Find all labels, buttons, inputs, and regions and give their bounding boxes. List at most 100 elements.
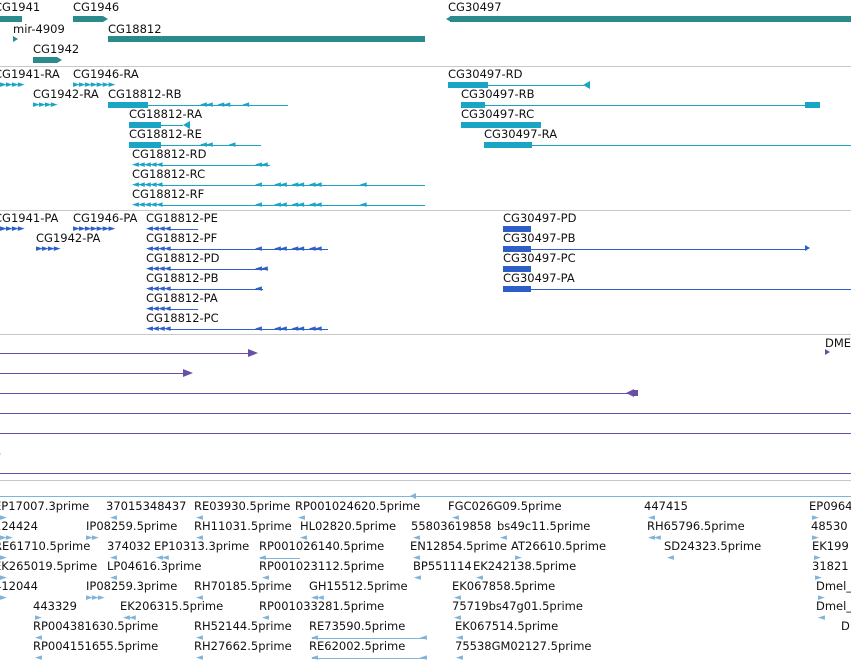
est-feature[interactable]: ◄ (262, 613, 269, 623)
protein-feature[interactable] (503, 226, 531, 232)
purple-feature-line[interactable] (0, 373, 185, 374)
gene-bar-cg1941[interactable] (0, 16, 22, 22)
est-label[interactable]: 55803619858 (411, 519, 492, 533)
est-label[interactable]: 412044 (0, 579, 38, 593)
transcript-feature[interactable] (129, 122, 161, 128)
est-label[interactable]: RP001024620.5prime (295, 499, 421, 513)
transcript-feature[interactable] (129, 142, 161, 148)
transcript-feature[interactable] (448, 82, 488, 88)
est-label[interactable]: EP17007.3prime (0, 499, 90, 513)
est-label[interactable]: Dmel_ (816, 599, 851, 613)
purple-label-dme[interactable]: DME (825, 336, 851, 350)
est-label[interactable]: 447415 (644, 499, 688, 513)
transcript-feature[interactable]: ◄◄◄◄◄ (132, 180, 163, 190)
protein-label[interactable]: CG18812-PF (146, 231, 218, 245)
protein-label[interactable]: CG18812-PE (146, 211, 218, 225)
transcript-label[interactable]: CG30497-RB (461, 87, 535, 101)
est-label[interactable]: 124424 (0, 519, 38, 533)
est-label[interactable]: RH27662.5prime (194, 639, 292, 653)
est-label[interactable]: 31821 (812, 559, 849, 573)
transcript-feature[interactable]: ►►►►►►► (73, 80, 115, 90)
est-feature[interactable]: ◄ (110, 573, 117, 583)
protein-label[interactable]: CG30497-PD (503, 211, 577, 225)
est-feature[interactable]: ► (0, 553, 7, 563)
est-feature[interactable]: ►► (0, 533, 13, 543)
protein-feature[interactable]: ◄◄◄◄ (146, 264, 171, 274)
transcript-label[interactable]: CG1941-RA (0, 67, 60, 81)
est-label[interactable]: IP08259.5prime (86, 519, 178, 533)
gene-bar-cg1942[interactable] (33, 57, 57, 63)
est-feature[interactable]: ◄ (196, 653, 203, 662)
est-feature[interactable]: ◄ (667, 553, 674, 563)
est-label[interactable]: RE62002.5prime (309, 639, 406, 653)
est-label[interactable]: RP001033281.5prime (259, 599, 385, 613)
est-label[interactable]: BP551114 (413, 559, 472, 573)
transcript-label[interactable]: CG18812-RD (132, 147, 207, 161)
gene-label-cg1946[interactable]: CG1946 (73, 0, 120, 14)
protein-label[interactable]: CG18812-PA (146, 291, 218, 305)
est-feature[interactable]: ► (812, 513, 819, 523)
protein-label[interactable]: CG18812-PD (146, 251, 220, 265)
transcript-feature[interactable] (805, 102, 820, 108)
est-feature[interactable]: ◄◄ (311, 593, 324, 603)
protein-feature[interactable] (503, 246, 531, 252)
est-label[interactable]: Dmel_ (816, 579, 851, 593)
est-feature[interactable]: ◄ (259, 553, 266, 563)
protein-label[interactable]: CG1941-PA (0, 211, 59, 225)
est-feature[interactable]: ► (0, 573, 7, 583)
protein-label[interactable]: CG30497-PA (503, 271, 575, 285)
est-feature[interactable]: ◄ (414, 573, 421, 583)
purple-feature[interactable] (632, 390, 638, 396)
est-label[interactable]: IP08259.3prime (86, 579, 178, 593)
est-feature[interactable]: ◄ (413, 533, 420, 543)
transcript-feature[interactable] (461, 102, 485, 108)
est-label[interactable]: RH65796.5prime (647, 519, 745, 533)
purple-feature-line[interactable] (0, 353, 250, 354)
est-label[interactable]: EK206315.5prime (120, 599, 224, 613)
est-feature[interactable]: ◄ (420, 653, 427, 662)
est-feature[interactable]: ◄ (196, 593, 203, 603)
est-label[interactable]: RE03930.5prime (194, 499, 291, 513)
transcript-label[interactable]: CG18812-RC (132, 167, 206, 181)
protein-feature[interactable] (503, 266, 531, 272)
gene-label-cg1942[interactable]: CG1942 (33, 42, 80, 56)
est-feature[interactable]: ◄ (110, 513, 117, 523)
est-feature[interactable]: ► (0, 513, 7, 523)
est-label[interactable]: 374032 (107, 539, 151, 553)
est-label[interactable]: RH70185.5prime (194, 579, 292, 593)
gene-label-cg30497[interactable]: CG30497 (448, 0, 502, 14)
purple-feature-line[interactable] (0, 413, 851, 414)
gene-bar-cg1946[interactable] (73, 16, 103, 22)
est-feature[interactable]: ◄ (262, 573, 269, 583)
protein-feature[interactable]: ►►►►►►► (73, 224, 115, 234)
est-feature[interactable]: ◄ (818, 613, 825, 623)
est-feature[interactable]: ◄ (196, 533, 203, 543)
est-feature[interactable]: ►► (86, 533, 99, 543)
transcript-feature[interactable]: ◄◄◄◄◄ (132, 200, 163, 210)
est-label[interactable]: EK067858.5prime (452, 579, 556, 593)
transcript-label[interactable]: CG18812-RF (132, 187, 205, 201)
transcript-feature[interactable]: ►►►► (0, 80, 25, 90)
est-label[interactable]: EK067514.5prime (455, 619, 559, 633)
est-feature[interactable]: ◄ (413, 553, 420, 563)
transcript-label[interactable]: CG30497-RD (448, 67, 523, 81)
est-label[interactable]: EK265019.5prime (0, 559, 98, 573)
est-label[interactable]: EK242138.5prime (473, 559, 577, 573)
protein-label[interactable]: CG1942-PA (36, 231, 101, 245)
transcript-feature[interactable] (108, 102, 148, 108)
est-feature[interactable]: ◄ (500, 533, 507, 543)
transcript-label[interactable]: CG1946-RA (73, 67, 139, 81)
purple-feature-line[interactable] (0, 473, 851, 474)
est-label[interactable]: EK199 (812, 539, 849, 553)
est-label[interactable]: 37015348437 (106, 499, 187, 513)
protein-feature[interactable]: ◄◄◄◄ (146, 284, 171, 294)
est-feature[interactable]: ◄◄ (123, 613, 136, 623)
est-label[interactable]: bs49c11.5prime (497, 519, 591, 533)
est-label[interactable]: AT26610.5prime (511, 539, 607, 553)
est-label[interactable]: RH11031.5prime (194, 519, 292, 533)
est-label[interactable]: 443329 (33, 599, 77, 613)
gene-label-cg18812[interactable]: CG18812 (108, 22, 162, 36)
gene-label-cg1941[interactable]: CG1941 (0, 0, 41, 14)
est-feature[interactable]: ◄ (300, 533, 307, 543)
est-label[interactable]: 75719bs47g01.5prime (452, 599, 583, 613)
